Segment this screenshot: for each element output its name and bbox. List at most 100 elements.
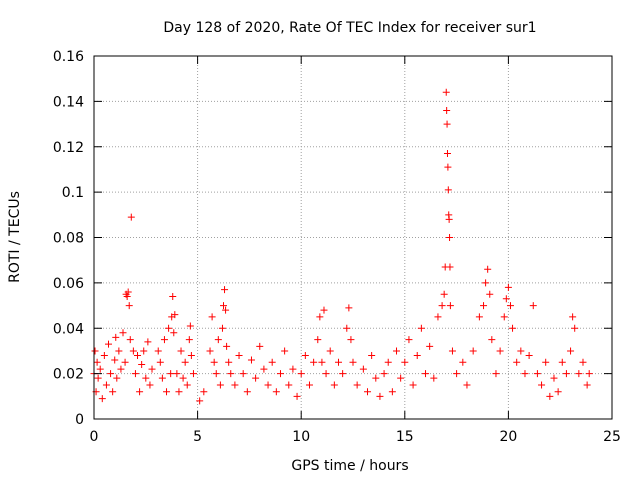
y-tick-label: 0.14 (53, 94, 84, 110)
data-point (146, 381, 154, 389)
data-point (247, 356, 255, 364)
data-point (94, 374, 102, 382)
data-point (223, 342, 231, 350)
data-point (488, 336, 496, 344)
data-point (330, 381, 338, 389)
data-point (138, 361, 146, 369)
data-point (469, 347, 477, 355)
x-tick-label: 25 (603, 429, 621, 445)
data-point (401, 358, 409, 366)
data-point (443, 106, 451, 114)
data-point (112, 333, 120, 341)
data-point (314, 336, 322, 344)
data-point (109, 388, 117, 396)
data-point (142, 374, 150, 382)
data-point (107, 370, 115, 378)
data-point (443, 120, 451, 128)
data-point (100, 351, 108, 359)
data-point (482, 279, 490, 287)
data-point (322, 370, 330, 378)
data-point (163, 388, 171, 396)
x-axis-label: GPS time / hours (291, 458, 408, 474)
data-point (127, 213, 135, 221)
data-point (183, 381, 191, 389)
data-point (446, 234, 454, 241)
data-point (148, 365, 156, 373)
data-point (320, 306, 328, 314)
y-tick-label: 0.12 (53, 140, 84, 156)
data-point (297, 370, 305, 378)
data-point (486, 290, 494, 298)
data-point (272, 388, 280, 396)
data-point (113, 374, 121, 382)
data-point (562, 370, 570, 378)
data-point (181, 358, 189, 366)
data-point (227, 370, 235, 378)
data-point (500, 313, 508, 321)
x-tick-label: 15 (396, 429, 414, 445)
data-point (542, 358, 550, 366)
data-point (158, 374, 166, 382)
data-point (93, 358, 101, 366)
data-point (444, 163, 452, 171)
data-point (318, 358, 326, 366)
y-tick-label: 0 (75, 412, 84, 428)
data-point (397, 374, 405, 382)
data-point (268, 358, 276, 366)
data-point (585, 370, 593, 378)
data-point (343, 324, 351, 332)
data-point (129, 347, 137, 355)
data-point (554, 388, 562, 396)
data-point (345, 304, 353, 312)
data-point (167, 370, 175, 378)
data-point (569, 313, 577, 321)
data-point (96, 365, 104, 373)
y-tick-label: 0.1 (62, 185, 84, 201)
data-point (368, 351, 376, 359)
data-point (339, 370, 347, 378)
data-point (463, 381, 471, 389)
data-point (98, 395, 106, 403)
data-point (126, 336, 134, 344)
data-point (405, 336, 413, 344)
data-point (496, 347, 504, 355)
data-point (504, 283, 512, 291)
x-tick-label: 10 (292, 429, 310, 445)
data-point (231, 381, 239, 389)
data-point (169, 292, 177, 300)
data-point (264, 381, 272, 389)
data-point (173, 370, 181, 378)
data-point (475, 313, 483, 321)
data-point (384, 358, 392, 366)
data-point (156, 358, 164, 366)
data-point (492, 370, 500, 378)
y-tick-label: 0.02 (53, 367, 84, 383)
data-point (177, 347, 185, 355)
data-point (144, 338, 152, 346)
data-point (252, 374, 260, 382)
data-point (187, 351, 195, 359)
data-point (289, 365, 297, 373)
data-point (417, 324, 425, 332)
data-point (353, 381, 361, 389)
data-point (235, 351, 243, 359)
data-point (567, 347, 575, 355)
data-point (102, 381, 110, 389)
data-point (517, 347, 525, 355)
data-point (175, 388, 183, 396)
data-point (502, 295, 510, 303)
data-point (453, 370, 461, 378)
data-point (430, 374, 438, 382)
data-point (154, 347, 162, 355)
data-point (334, 358, 342, 366)
data-point (260, 365, 268, 373)
data-point (140, 347, 148, 355)
data-point (409, 381, 417, 389)
data-point (243, 388, 251, 396)
data-point (136, 388, 144, 396)
x-tick-label: 20 (499, 429, 517, 445)
data-point (123, 292, 131, 300)
data-point (196, 397, 204, 405)
data-point (347, 336, 355, 344)
data-point (225, 358, 233, 366)
